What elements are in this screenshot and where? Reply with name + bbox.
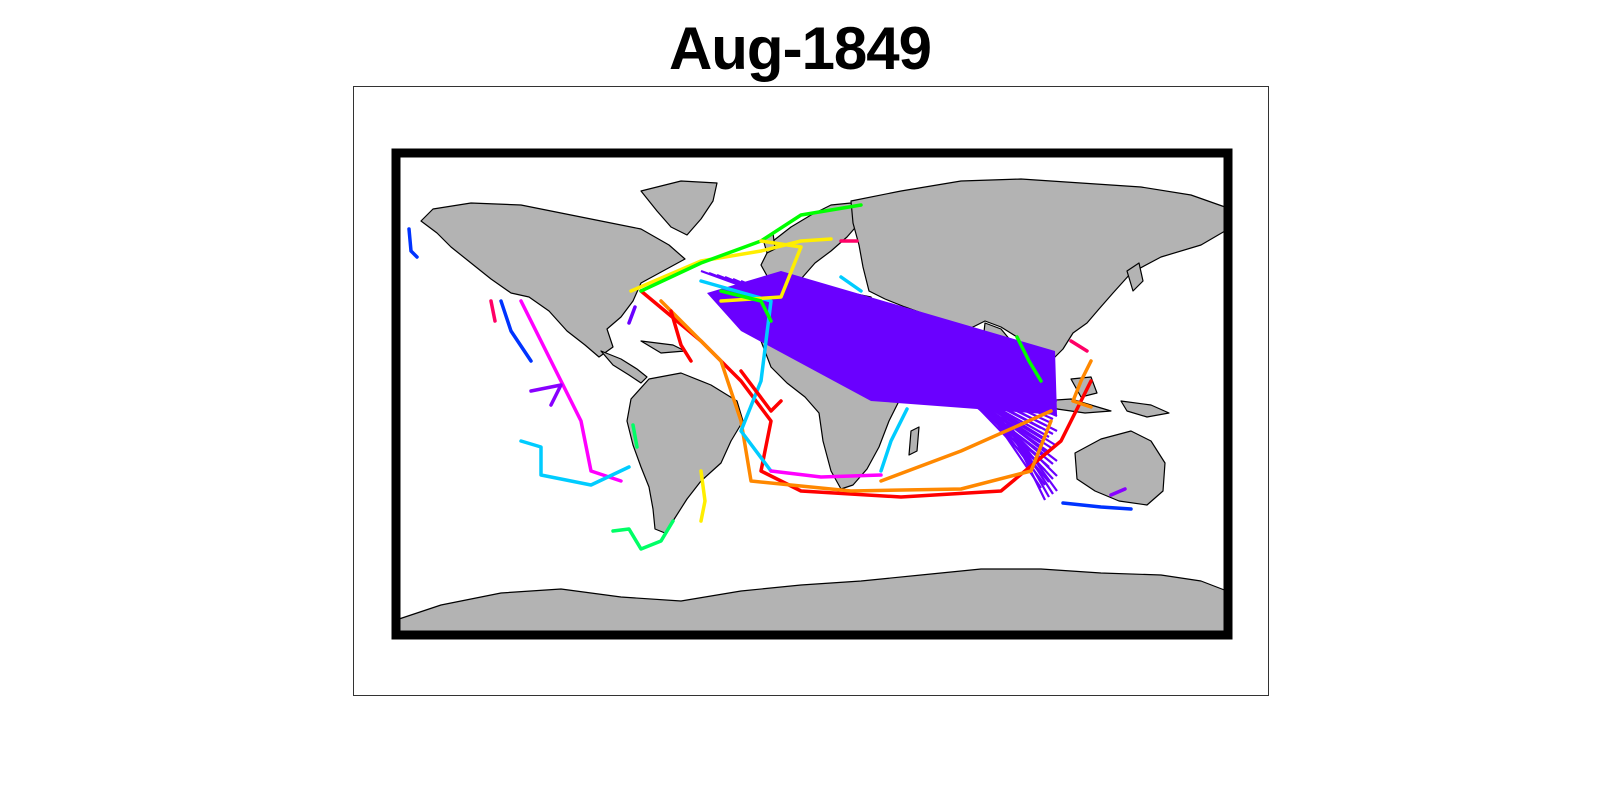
- greenland: [640, 180, 718, 236]
- ship-track: [659, 299, 1053, 493]
- ship-track: [407, 227, 419, 259]
- north-america: [420, 202, 686, 358]
- route-bundle-fill: [707, 271, 1057, 415]
- map-title: Aug-1849: [668, 15, 932, 82]
- ship-track: [879, 407, 909, 473]
- ship-track: [1061, 501, 1133, 511]
- ship-track: [1109, 487, 1127, 497]
- ship-track: [1071, 359, 1093, 409]
- ship-track: [1069, 339, 1089, 353]
- figure-frame: [353, 86, 1269, 696]
- ship-track: [611, 519, 675, 551]
- ship-track: [627, 305, 637, 325]
- ship-track: [769, 469, 883, 479]
- japan: [1126, 262, 1144, 292]
- world-map: [391, 148, 1233, 640]
- ship-track: [669, 309, 693, 363]
- ship-track: [839, 275, 863, 293]
- ship-tracks: [407, 203, 1133, 551]
- ship-track: [699, 469, 707, 523]
- ship-track: [1015, 335, 1043, 383]
- new-guinea: [1120, 400, 1170, 418]
- ship-track: [499, 299, 533, 363]
- ship-track: [529, 383, 563, 407]
- ship-track: [699, 279, 773, 473]
- ship-track: [739, 369, 783, 413]
- ship-track: [629, 237, 833, 293]
- ship-track: [879, 409, 1053, 483]
- indonesia: [1040, 398, 1112, 414]
- madagascar: [908, 426, 920, 456]
- ship-track: [719, 289, 773, 323]
- ship-track: [489, 299, 497, 323]
- ship-track: [631, 423, 639, 449]
- ship-track: [519, 439, 631, 487]
- australia: [1074, 430, 1166, 506]
- central-america: [600, 350, 648, 384]
- ship-track: [519, 299, 623, 483]
- map-frame: [391, 148, 1233, 640]
